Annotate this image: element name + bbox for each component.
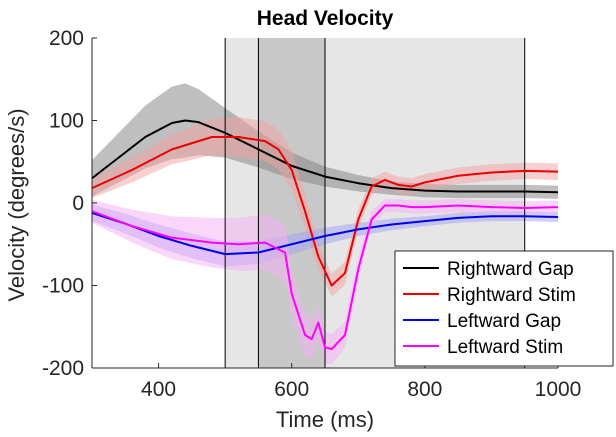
line-series-2 <box>91 211 559 256</box>
axes: 400 600 800 1000 -200 -100 0 100 200 <box>42 27 581 401</box>
x-tick-label-0: 400 <box>141 378 176 401</box>
line-series-3 <box>91 204 559 351</box>
x-tick-label-3: 1000 <box>535 378 582 401</box>
band-series-0 <box>92 83 558 199</box>
line-series-1 <box>91 136 559 287</box>
legend-label-0: Rightward Gap <box>447 259 574 280</box>
legend-label-1: Rightward Stim <box>447 285 576 306</box>
y-tick-label-3: 100 <box>49 110 84 133</box>
legend-box <box>394 250 614 367</box>
y-axis-label: Velocity (degrees/s) <box>4 108 29 301</box>
band-series-3 <box>92 198 558 364</box>
x-tick-label-1: 600 <box>274 378 309 401</box>
legend-label-3: Leftward Stim <box>447 337 563 358</box>
x-tick-label-2: 800 <box>407 378 442 401</box>
series-lines <box>91 119 559 351</box>
line-series-0 <box>91 119 559 194</box>
legend: Rightward Gap Rightward Stim Leftward Gap L… <box>394 250 614 367</box>
y-tick-label-4: 200 <box>49 27 84 50</box>
legend-label-2: Leftward Gap <box>447 311 561 332</box>
y-tick-label-2: 0 <box>72 192 84 215</box>
chart-title: Head Velocity <box>257 7 394 30</box>
y-tick-label-0: -200 <box>42 357 84 380</box>
x-axis-label: Time (ms) <box>276 407 374 432</box>
y-tick-label-1: -100 <box>42 275 84 298</box>
